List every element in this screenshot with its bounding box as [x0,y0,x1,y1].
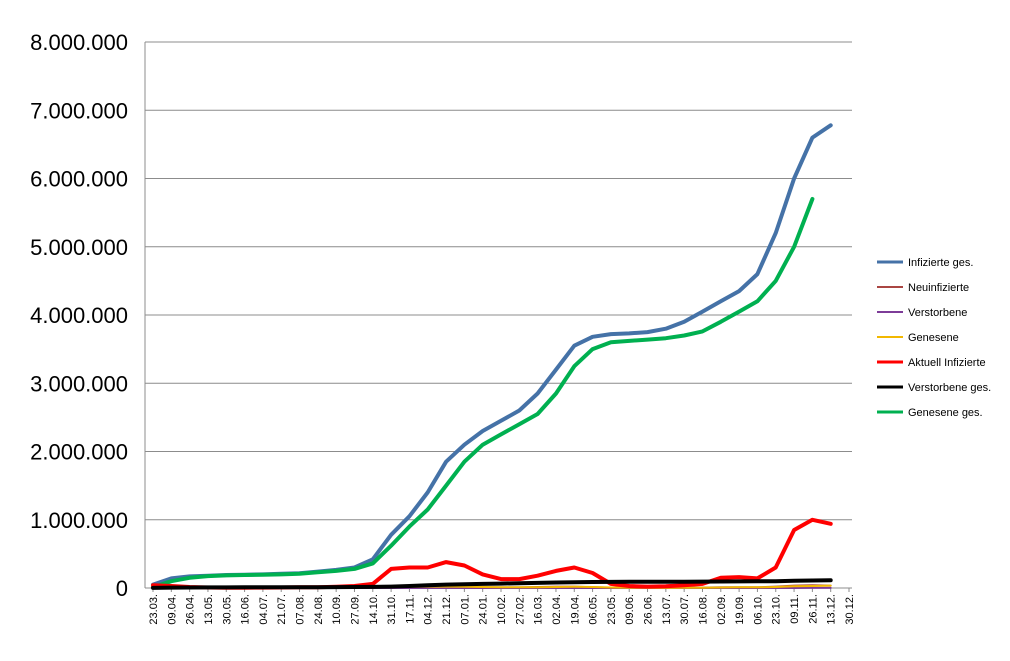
x-tick-label: 26.11. [807,594,819,624]
x-tick-label: 09.06. [624,594,636,625]
x-tick-label: 04.07. [258,594,270,625]
legend-label: Genesene [908,332,959,344]
x-tick-label: 21.12. [441,594,453,625]
y-tick-label: 2.000.000 [30,440,128,465]
x-tick-label: 16.03. [533,594,545,625]
x-tick-label: 16.06. [240,594,252,625]
y-axis-tick-labels: 0 1.000.000 2.000.000 3.000.000 4.000.000 5.0… [30,30,128,601]
x-tick-label: 06.05. [588,594,600,625]
x-tick-label: 30.12. [844,594,856,625]
y-tick-label: 5.000.000 [30,235,128,260]
x-tick-label: 07.08. [295,594,307,625]
x-tick-label: 06.10. [752,594,764,625]
x-tick-label: 21.07. [276,594,288,625]
legend: Infizierte ges. Neuinfizierte Verstorbene G… [877,257,991,419]
x-axis-tick-labels: 23.03. 09.04. 26.04. 13.05. 30.05. 16.06. 04.0… [148,588,856,625]
series-line-infizierte-ges [151,123,833,587]
x-tick-label: 24.08. [313,594,325,625]
x-tick-label: 13.07. [661,594,673,625]
y-tick-label: 1.000.000 [30,508,128,533]
x-tick-label: 27.02. [514,594,526,625]
x-tick-label: 31.10. [386,594,398,625]
legend-label: Neuinfizierte [908,282,969,294]
x-tick-label: 02.04. [551,594,563,625]
x-tick-label: 26.06. [643,594,655,625]
x-tick-label: 07.01. [459,594,471,625]
x-tick-label: 16.08. [697,594,709,625]
y-tick-label: 6.000.000 [30,167,128,192]
x-tick-label: 13.05. [203,594,215,625]
x-tick-label: 27.09. [349,594,361,625]
x-tick-label: 23.03. [148,594,160,625]
legend-label: Verstorbene [908,307,967,319]
x-tick-label: 23.10. [771,594,783,625]
y-tick-label: 7.000.000 [30,98,128,123]
series-line-aktuell-infizierte [151,517,833,590]
y-tick-label: 4.000.000 [30,303,128,328]
y-tick-label: 3.000.000 [30,371,128,396]
series-line-verstorbene-ges [151,578,833,590]
y-tick-label: 0 [116,576,128,601]
x-tick-label: 30.07. [679,594,691,625]
x-tick-label: 09.04. [166,594,178,625]
x-tick-label: 26.04. [185,594,197,625]
x-tick-label: 14.10. [368,594,380,625]
x-tick-label: 10.09. [331,594,343,625]
grid-lines [145,41,852,589]
x-tick-label: 19.09. [734,594,746,625]
x-tick-label: 17.11. [404,594,416,624]
series-line-genesene-ges [151,197,815,590]
legend-label: Aktuell Infizierte [908,357,986,369]
legend-label: Infizierte ges. [908,257,973,269]
series-lines [151,123,833,590]
legend-label: Verstorbene ges. [908,382,991,394]
x-tick-label: 23.05. [606,594,618,625]
legend-label: Genesene ges. [908,407,983,419]
x-tick-label: 10.02. [496,594,508,625]
x-tick-label: 19.04. [569,594,581,625]
x-tick-label: 30.05. [221,594,233,625]
x-tick-label: 24.01. [478,594,490,625]
x-tick-label: 04.12. [423,594,435,625]
x-tick-label: 09.11. [789,594,801,624]
x-tick-label: 13.12. [826,594,838,625]
y-tick-label: 8.000.000 [30,30,128,55]
x-tick-label: 02.09. [716,594,728,625]
